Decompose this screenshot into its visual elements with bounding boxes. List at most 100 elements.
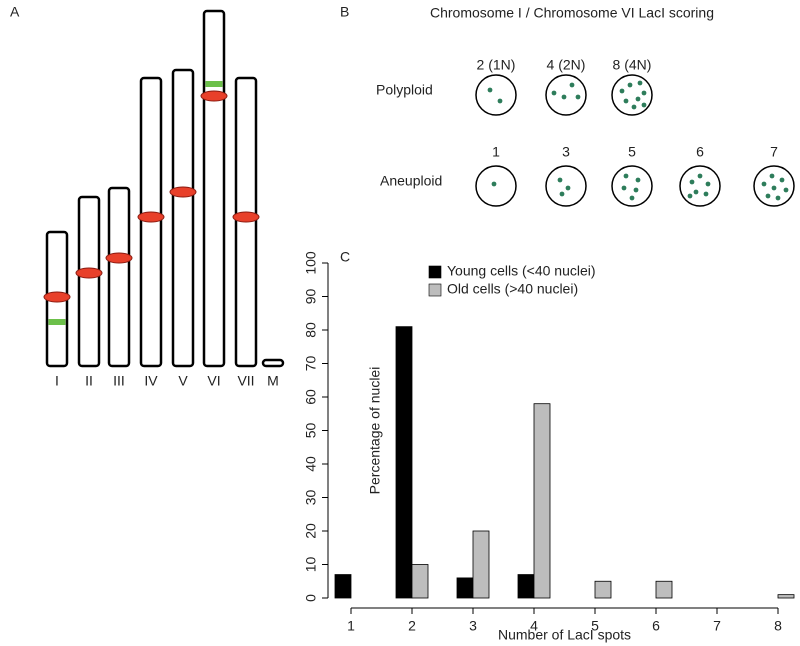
chromosome-label: I <box>55 373 59 389</box>
x-tick-label: 6 <box>652 618 660 634</box>
lacI-spot <box>491 181 497 187</box>
legend-swatch <box>428 265 442 279</box>
bar <box>517 574 535 599</box>
chromosome-label: M <box>267 373 279 389</box>
centromere <box>200 90 228 102</box>
bar <box>533 403 551 599</box>
lacI-spot <box>561 94 567 100</box>
panel-label: C <box>340 249 350 265</box>
row-label: Polyploid <box>376 82 433 98</box>
bar <box>594 580 612 599</box>
nucleus <box>611 74 653 116</box>
cell-label: 4 (2N) <box>547 57 586 73</box>
cell-label: 2 (1N) <box>477 57 516 73</box>
lacI-spot <box>769 173 775 179</box>
lacI-spot <box>487 87 493 93</box>
lacI-spot <box>637 80 643 86</box>
chromosome <box>77 195 101 368</box>
y-tick-label: 30 <box>303 490 319 506</box>
chromosome <box>171 68 195 368</box>
centromere <box>43 291 71 303</box>
x-tick-label: 1 <box>347 618 355 634</box>
panel-label: B <box>340 4 349 20</box>
lacI-spot <box>641 90 647 96</box>
lacI-spot <box>635 177 641 183</box>
legend-label: Old cells (>40 nuclei) <box>447 281 578 297</box>
legend-label: Young cells (<40 nuclei) <box>447 263 596 279</box>
chromosome-label: III <box>113 373 125 389</box>
x-tick-label: 4 <box>530 618 538 634</box>
chromosome-label: II <box>85 373 93 389</box>
lacI-spot <box>621 185 627 191</box>
legend-swatch <box>428 283 442 297</box>
lacI-spot <box>623 173 629 179</box>
chromosome-label: VI <box>207 373 220 389</box>
lacI-spot <box>565 185 571 191</box>
chromosome-label: IV <box>144 373 158 389</box>
y-tick-label: 40 <box>303 456 319 472</box>
x-tick-label: 8 <box>774 618 782 634</box>
cell-label: 5 <box>628 144 636 160</box>
x-tick-label: 5 <box>591 618 599 634</box>
lacI-spot <box>619 88 625 94</box>
lacI-spot <box>575 94 581 100</box>
cell-label: 6 <box>696 144 704 160</box>
lacI-spot <box>627 82 633 88</box>
row-label: Aneuploid <box>380 173 442 189</box>
chromosome-label: VII <box>237 373 254 389</box>
panel-label: A <box>10 4 20 20</box>
lacI-spot <box>775 195 781 201</box>
nucleus <box>475 165 517 207</box>
x-tick-label: 3 <box>469 618 477 634</box>
x-axis-label: Number of LacI spots <box>498 627 631 643</box>
centromere <box>137 211 165 223</box>
y-axis-label: Percentage of nuclei <box>367 367 383 495</box>
y-tick-label: 100 <box>303 251 319 275</box>
x-tick-label: 7 <box>713 618 721 634</box>
x-tick-label: 2 <box>408 618 416 634</box>
centromere <box>232 211 260 223</box>
bar <box>777 594 795 599</box>
lacI-spot <box>765 193 771 199</box>
lacI-spot <box>551 90 557 96</box>
lacI-spot <box>635 96 641 102</box>
lacI-spot <box>779 177 785 183</box>
lacI-spot <box>557 177 563 183</box>
cell-label: 8 (4N) <box>613 57 652 73</box>
nucleus <box>679 165 721 207</box>
lacI-spot <box>771 185 777 191</box>
lacI-spot <box>761 181 767 187</box>
y-tick-label: 10 <box>303 557 319 573</box>
chromosome <box>107 186 131 368</box>
y-tick-label: 90 <box>303 289 319 305</box>
chromosome <box>202 9 226 368</box>
lacI-site <box>48 319 66 325</box>
lacI-spot <box>783 187 789 193</box>
lacI-spot <box>641 102 647 108</box>
lacI-spot <box>705 181 711 187</box>
lacI-spot <box>697 173 703 179</box>
y-tick-label: 0 <box>303 594 319 602</box>
chromosome-label: V <box>178 373 188 389</box>
chromosome <box>261 358 285 368</box>
panel-title: Chromosome I / Chromosome VI LacI scorin… <box>430 5 714 21</box>
y-tick-label: 60 <box>303 389 319 405</box>
nucleus <box>545 165 587 207</box>
lacI-spot <box>497 98 503 104</box>
lacI-spot <box>623 98 629 104</box>
cell-label: 3 <box>562 144 570 160</box>
lacI-spot <box>687 193 693 199</box>
centromere <box>169 186 197 198</box>
lacI-spot <box>633 187 639 193</box>
centromere <box>105 252 133 264</box>
bar <box>411 564 429 599</box>
cell-label: 7 <box>770 144 778 160</box>
centromere <box>75 267 103 279</box>
y-tick-label: 80 <box>303 322 319 338</box>
y-tick-label: 70 <box>303 356 319 372</box>
nucleus <box>611 165 653 207</box>
cell-label: 1 <box>492 144 500 160</box>
nucleus <box>475 74 517 116</box>
bar <box>395 326 413 599</box>
